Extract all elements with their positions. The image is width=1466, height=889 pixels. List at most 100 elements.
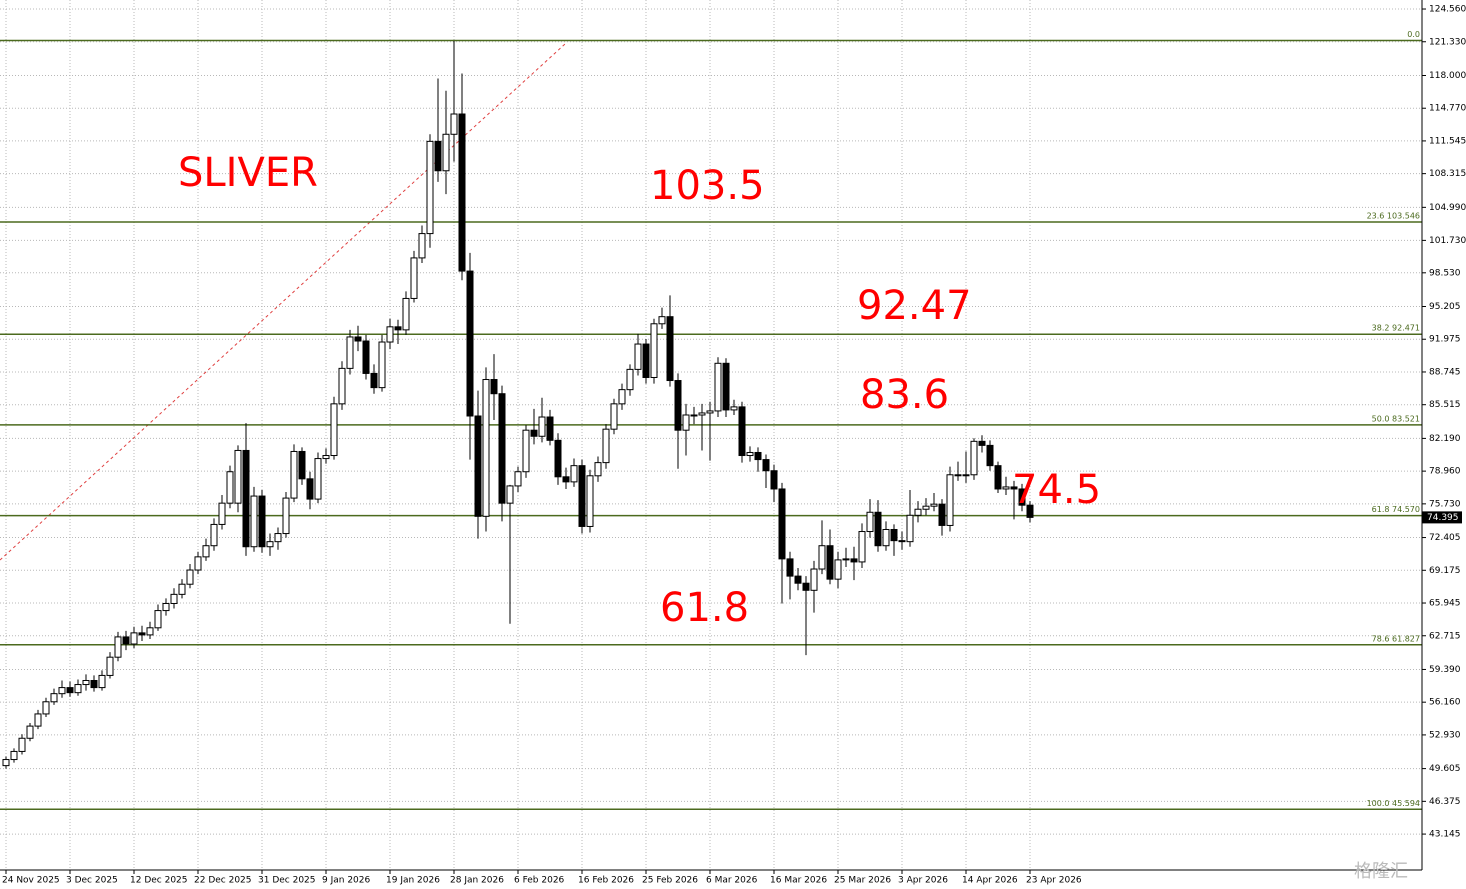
candle-body <box>82 679 90 686</box>
candle-body <box>914 508 922 516</box>
candle-body <box>434 140 442 172</box>
candle-body <box>666 316 674 382</box>
candle-body <box>210 523 218 547</box>
candle-body <box>338 367 346 405</box>
y-tick-label: 104.990 <box>1429 203 1466 213</box>
y-tick-label: 118.000 <box>1429 71 1466 81</box>
annotation: 103.5 <box>650 163 765 209</box>
y-tick-label: 43.145 <box>1429 830 1461 840</box>
candle-body <box>722 362 730 411</box>
candle-body <box>330 403 338 457</box>
candle-body <box>442 133 450 172</box>
candle-body <box>514 471 522 487</box>
candle-body <box>394 326 402 331</box>
candle-body <box>930 503 938 507</box>
candle-body <box>802 582 810 591</box>
candle-body <box>450 113 458 135</box>
x-tick-label: 28 Jan 2026 <box>450 876 504 886</box>
candle-body <box>746 451 754 457</box>
y-tick-label: 75.730 <box>1429 499 1461 509</box>
candle-body <box>754 451 762 461</box>
annotation: 92.47 <box>857 283 972 329</box>
candle-body <box>490 379 498 395</box>
candle-body <box>154 610 162 629</box>
watermark: 格隆汇 <box>1354 861 1408 882</box>
candle-body <box>2 759 10 767</box>
y-tick-label: 62.715 <box>1429 631 1461 641</box>
x-tick-label: 12 Dec 2025 <box>130 876 188 886</box>
candle-body <box>762 459 770 472</box>
candle-body <box>882 528 890 547</box>
candle-body <box>922 505 930 510</box>
candle-body <box>354 336 362 342</box>
x-tick-label: 3 Apr 2026 <box>898 876 948 886</box>
candle-body <box>386 326 394 343</box>
x-tick-label: 16 Feb 2026 <box>578 876 634 886</box>
candle-body <box>474 415 482 517</box>
candle-body <box>818 545 826 570</box>
candle-body <box>146 627 154 636</box>
last-price-tag <box>1422 511 1462 524</box>
y-tick-label: 98.530 <box>1429 268 1461 278</box>
candle-body <box>850 558 858 563</box>
candle-body <box>610 403 618 430</box>
annotation: SLIVER <box>178 150 318 196</box>
candle-body <box>418 233 426 259</box>
annotation: 83.6 <box>860 372 949 418</box>
x-tick-label: 6 Feb 2026 <box>514 876 565 886</box>
candle-body <box>1002 486 1010 490</box>
candle-body <box>322 455 330 460</box>
candle-body <box>682 414 690 431</box>
y-tick-label: 56.160 <box>1429 698 1461 708</box>
candle-body <box>874 511 882 547</box>
candle-body <box>786 558 794 577</box>
candle-body <box>482 379 490 517</box>
candle-body <box>26 725 34 739</box>
y-tick-label: 95.205 <box>1429 302 1461 312</box>
candle-body <box>826 545 834 580</box>
candle-body <box>50 693 58 703</box>
candle-body <box>186 569 194 585</box>
y-tick-label: 88.745 <box>1429 367 1461 377</box>
candle-body <box>626 368 634 391</box>
candle-body <box>346 336 354 369</box>
y-tick-label: 114.770 <box>1429 104 1466 114</box>
candle-body <box>18 737 26 752</box>
candle-body <box>698 412 706 416</box>
candle-body <box>906 514 914 543</box>
candle-body <box>642 343 650 378</box>
y-tick-label: 65.945 <box>1429 599 1461 609</box>
candle-body <box>530 429 538 437</box>
candle-body <box>522 429 530 473</box>
candle-body <box>242 449 250 548</box>
candle-body <box>554 439 562 478</box>
candle-body <box>42 701 50 715</box>
y-tick-label: 59.390 <box>1429 665 1461 675</box>
candle-body <box>282 497 290 535</box>
candle-body <box>834 559 842 580</box>
candle-body <box>138 632 146 636</box>
candle-body <box>1010 486 1018 490</box>
annotation: 74.5 <box>1012 467 1101 513</box>
y-tick-label: 82.190 <box>1429 434 1461 444</box>
candle-body <box>402 297 410 331</box>
candle-body <box>506 485 514 504</box>
x-tick-label: 22 Dec 2025 <box>194 876 252 886</box>
candle-body <box>634 343 642 370</box>
fib-label: 0.0 <box>1407 30 1420 39</box>
candle-body <box>842 558 850 561</box>
candle-body <box>426 140 434 235</box>
candle-body <box>794 575 802 584</box>
candle-body <box>570 465 578 483</box>
candle-body <box>162 602 170 612</box>
y-tick-label: 111.545 <box>1429 136 1466 146</box>
candle-body <box>362 340 370 374</box>
fib-label: 100.0 45.594 <box>1367 799 1420 808</box>
last-price-label: 74.395 <box>1427 513 1459 523</box>
candle-body <box>458 113 466 272</box>
candle-body <box>90 679 98 689</box>
x-tick-label: 25 Feb 2026 <box>642 876 698 886</box>
x-tick-label: 6 Mar 2026 <box>706 876 758 886</box>
candle-body <box>954 474 962 477</box>
x-tick-label: 19 Jan 2026 <box>386 876 440 886</box>
